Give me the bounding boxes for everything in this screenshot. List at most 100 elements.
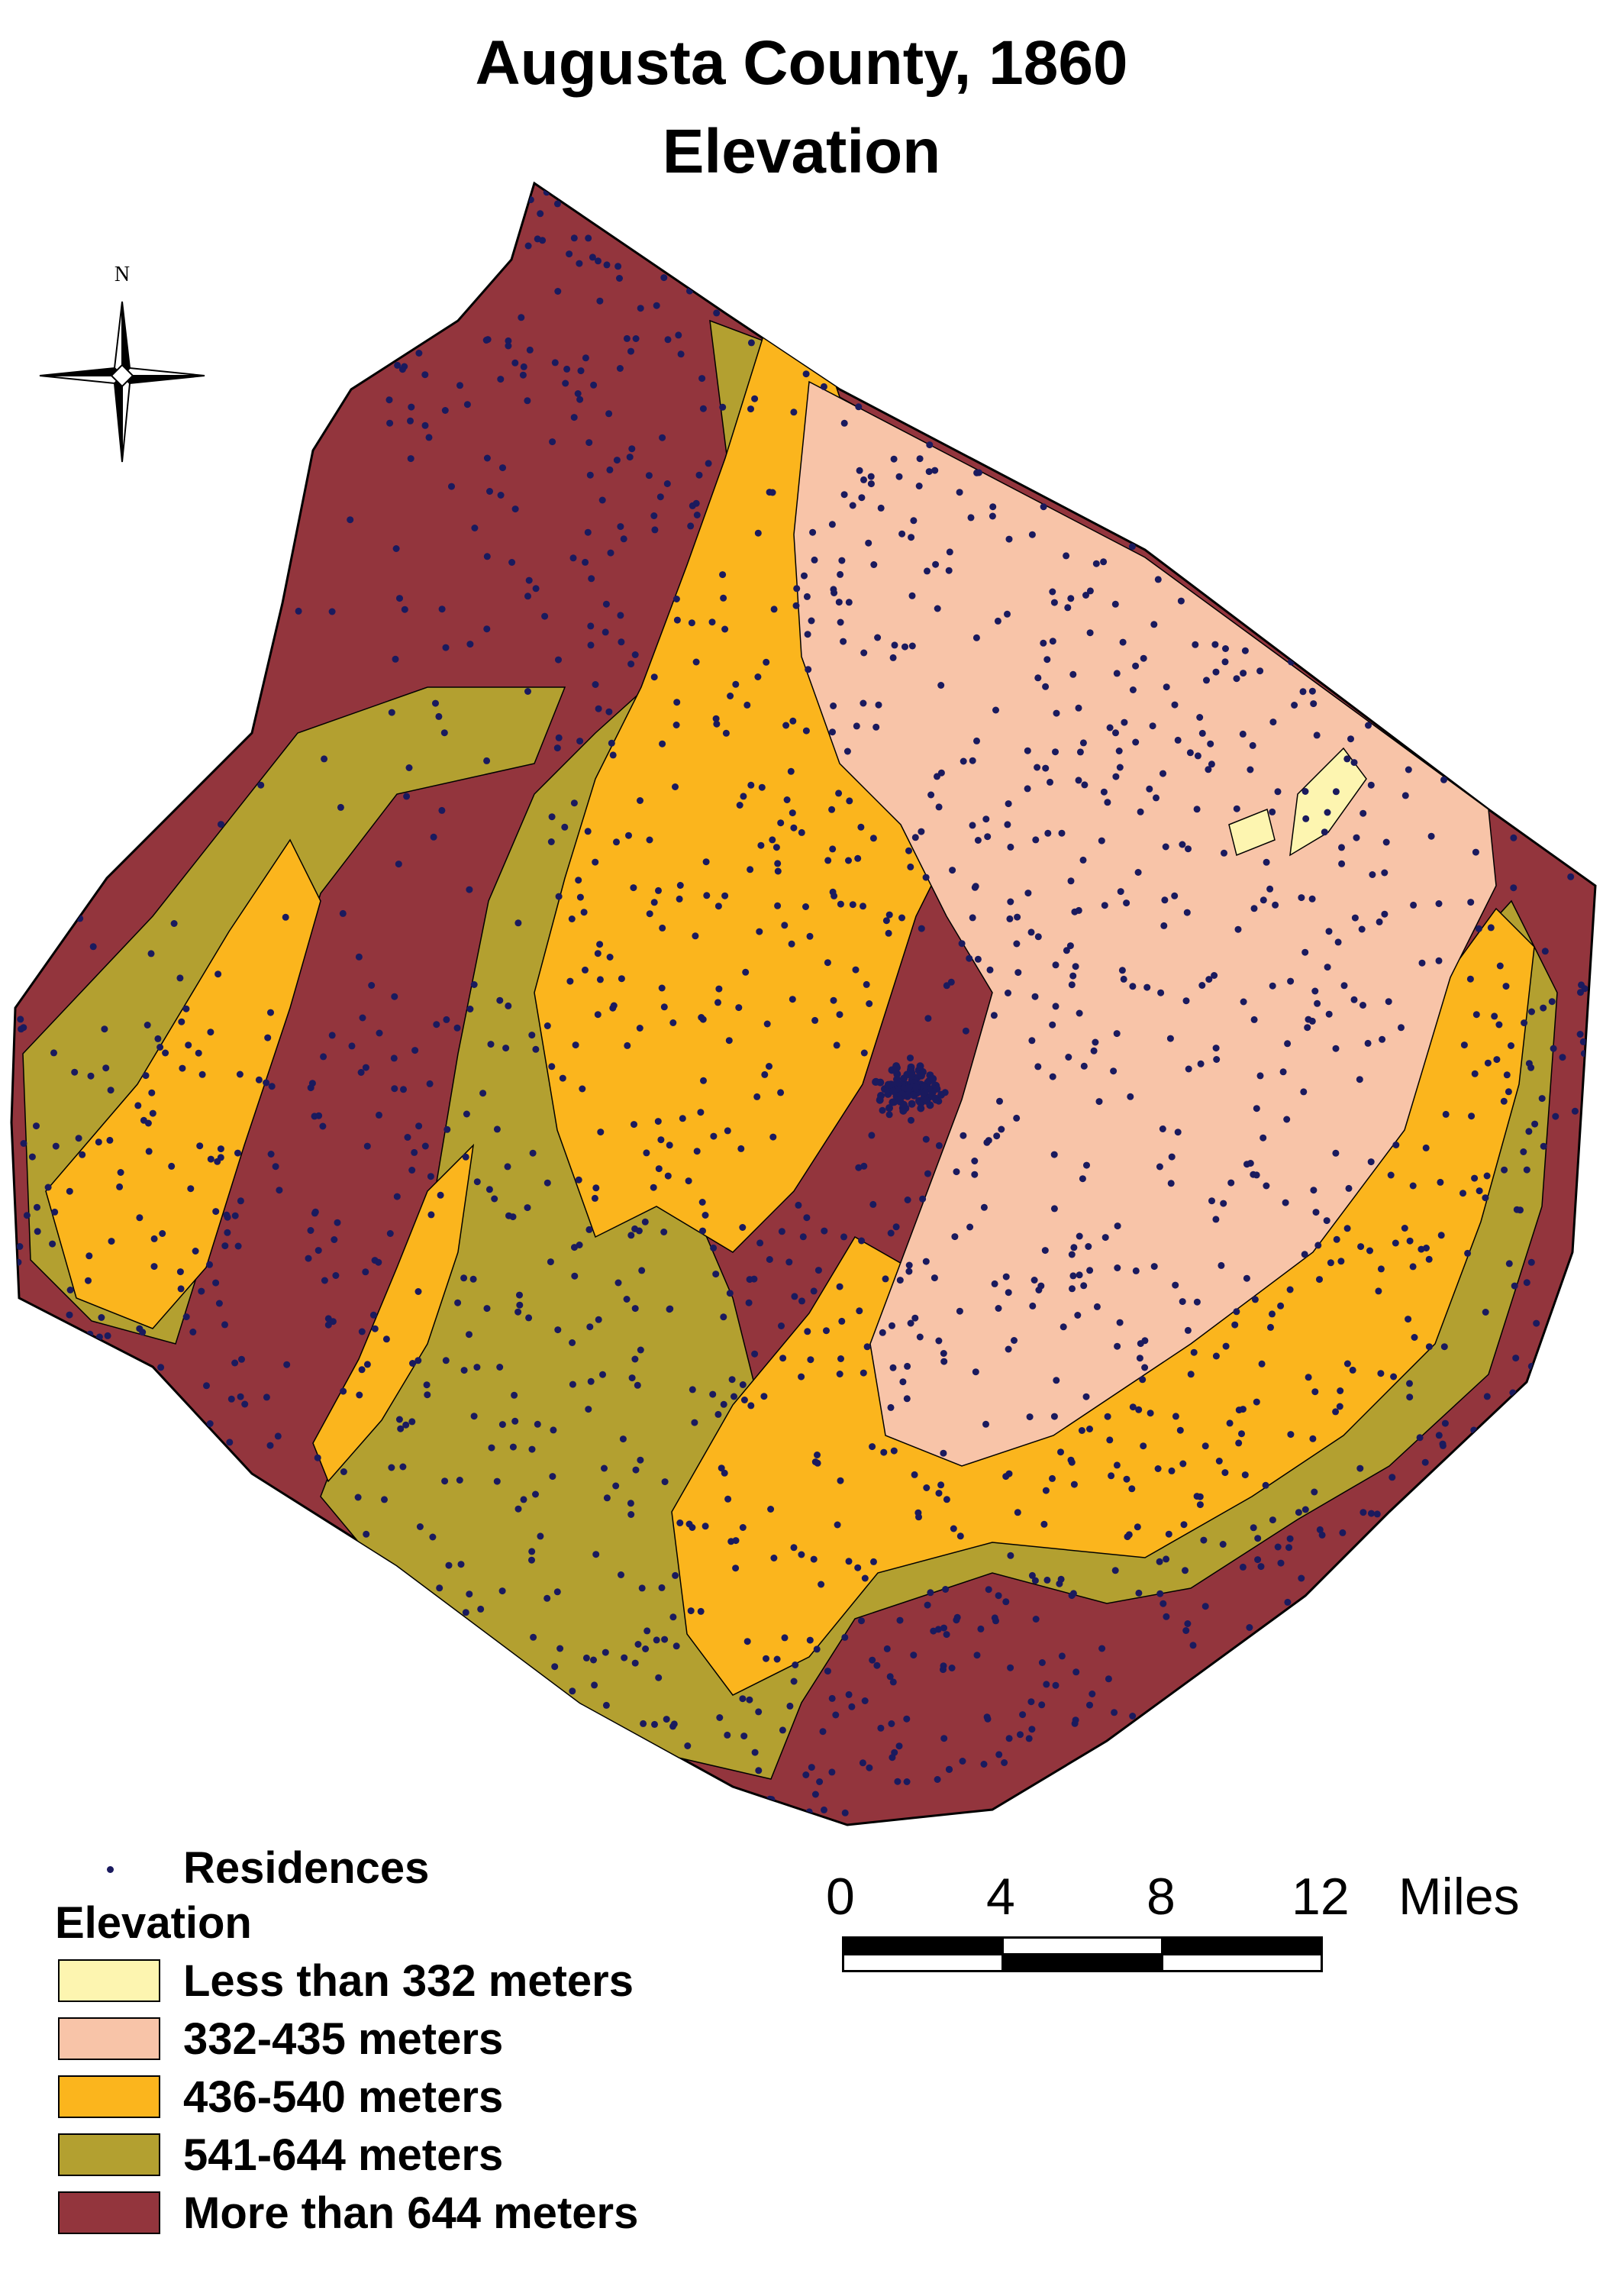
residence-point: [763, 658, 770, 666]
residence-point: [856, 1307, 863, 1315]
residence-point: [1379, 1035, 1386, 1043]
residence-point: [483, 1305, 491, 1313]
residence-point: [673, 699, 681, 706]
residence-point: [924, 1015, 932, 1022]
residence-point: [885, 911, 893, 919]
residence-point: [1013, 940, 1021, 948]
residence-point: [1113, 1030, 1121, 1038]
residence-point: [860, 1049, 868, 1057]
residence-point: [973, 1652, 981, 1659]
residence-point: [810, 1555, 818, 1563]
residence-point: [732, 680, 740, 688]
residence-point: [1114, 1264, 1121, 1271]
residence-point: [1567, 873, 1575, 880]
residence-point: [1082, 592, 1089, 599]
residence-point: [548, 813, 556, 821]
residence-point: [1269, 808, 1276, 815]
residence-point: [562, 379, 569, 387]
residence-point: [1502, 983, 1510, 990]
residence-point: [802, 727, 810, 735]
residence-point: [1212, 1352, 1220, 1360]
residence-point: [1068, 1592, 1076, 1600]
elev-zone-436-540: [312, 1143, 475, 1483]
residence-point: [934, 1626, 942, 1633]
residence-point: [960, 757, 967, 765]
residence-point: [1004, 610, 1011, 618]
residence-point: [849, 901, 856, 909]
residence-point: [885, 929, 892, 937]
residence-point: [659, 924, 666, 932]
residence-point: [1221, 1469, 1229, 1477]
residence-point: [1334, 938, 1342, 946]
residence-point: [1067, 595, 1075, 602]
residence-point: [1149, 722, 1156, 730]
residence-point: [972, 883, 979, 890]
residence-point: [504, 1163, 511, 1171]
residence-point: [1179, 1460, 1187, 1468]
residence-point: [863, 1343, 871, 1351]
residence-point: [1467, 899, 1475, 906]
residence-point: [1123, 1475, 1130, 1483]
scale-segment: [1001, 1953, 1163, 1972]
residence-point: [1523, 1166, 1530, 1174]
residence-point: [1311, 1488, 1318, 1496]
residence-point: [1528, 1008, 1535, 1016]
residence-point: [889, 1364, 897, 1371]
residence-point: [1377, 1370, 1385, 1377]
residence-point: [1377, 1265, 1385, 1273]
residence-point: [655, 1674, 663, 1681]
residence-point: [995, 1751, 1003, 1758]
residence-point: [855, 1164, 863, 1171]
residence-point: [426, 1080, 434, 1087]
residence-point: [234, 1149, 241, 1157]
residence-point: [357, 1069, 365, 1076]
residence-point: [569, 1339, 576, 1346]
residence-point: [602, 1649, 609, 1656]
residence-point: [1364, 1039, 1372, 1047]
residence-point: [182, 1313, 190, 1321]
residence-point: [274, 1432, 282, 1440]
residence-point: [1050, 1205, 1058, 1213]
residence-point: [907, 1319, 914, 1327]
elev-zone-332-435: [793, 380, 1497, 1467]
residence-point: [1163, 1613, 1170, 1620]
residence-point: [585, 234, 592, 242]
residence-point: [1052, 1681, 1060, 1689]
residence-point: [1401, 1225, 1408, 1232]
residence-point: [1338, 860, 1346, 867]
residence-point: [882, 1275, 889, 1283]
residence-point: [804, 631, 811, 638]
residence-point: [1425, 1343, 1433, 1351]
residence-point: [675, 331, 682, 339]
residence-point: [713, 309, 721, 317]
residence-point: [1406, 1380, 1413, 1387]
residence-point: [603, 261, 611, 269]
residence-point: [640, 1720, 647, 1727]
residence-point: [1269, 1310, 1276, 1318]
residence-point: [623, 1296, 631, 1303]
residence-point: [953, 1168, 960, 1176]
residence-point: [958, 940, 966, 948]
residence-point: [712, 1271, 720, 1278]
residence-point: [907, 1054, 914, 1062]
residence-point: [529, 1149, 537, 1157]
residence-point: [532, 1490, 539, 1498]
residence-point: [1147, 1410, 1154, 1417]
residence-point: [743, 1638, 751, 1645]
residence-point: [1111, 600, 1119, 608]
residence-point: [1034, 674, 1042, 682]
residence-point: [528, 1556, 535, 1564]
residence-point: [586, 471, 594, 479]
residence-point: [736, 802, 743, 809]
residence-point: [548, 1063, 556, 1070]
residence-point: [616, 275, 623, 282]
residence-point: [1049, 1021, 1056, 1029]
residence-point: [774, 902, 782, 909]
residence-point: [52, 1142, 60, 1150]
residence-point: [1476, 1187, 1483, 1195]
residence-point: [1471, 1070, 1479, 1077]
residence-point: [34, 1228, 41, 1235]
residence-point: [1179, 841, 1186, 848]
residence-point: [421, 371, 429, 379]
residence-point: [962, 1027, 969, 1035]
